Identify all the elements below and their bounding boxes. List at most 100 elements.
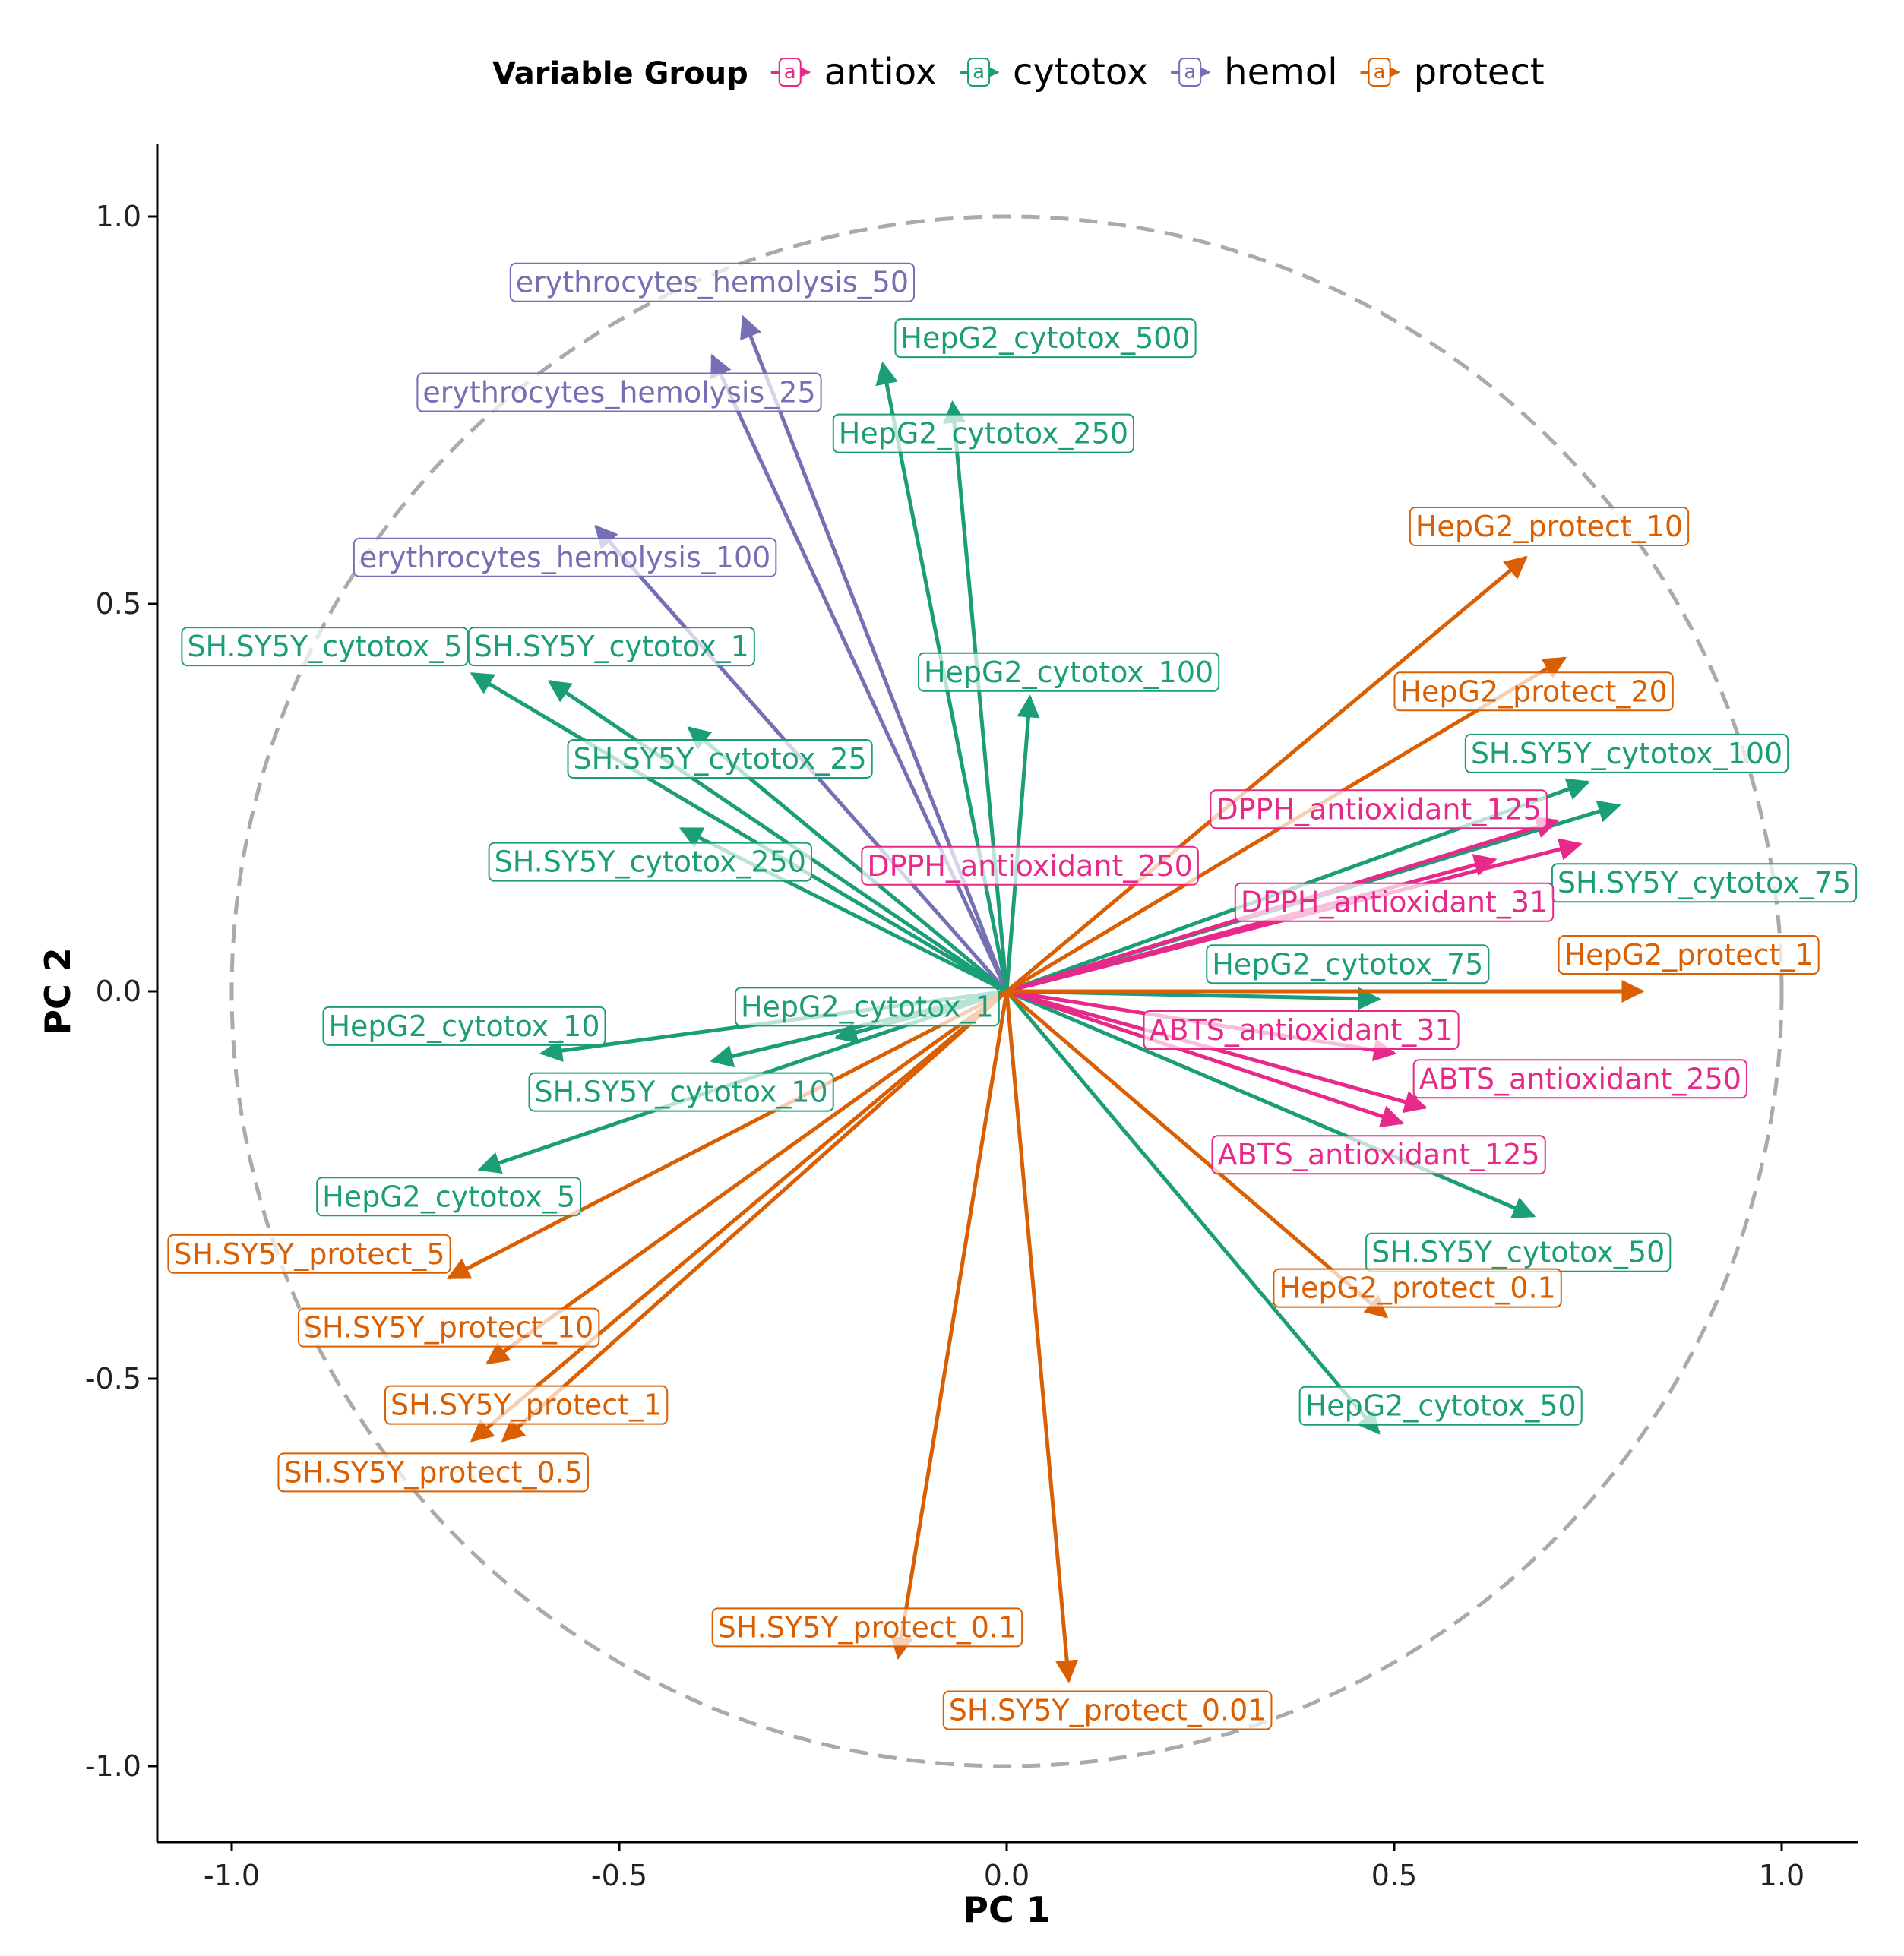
label-box [917, 652, 1220, 692]
label-SH.SY5Y_cytotox_1: SH.SY5Y_cytotox_1 [467, 627, 755, 667]
arrow-HepG2_protect_10 [1005, 555, 1528, 993]
arrow-SH.SY5Y_protect_0.5 [470, 990, 1008, 1443]
x-tick-label: -0.5 [591, 1859, 647, 1892]
label-HepG2_cytotox_250: HepG2_cytotox_250 [832, 413, 1135, 453]
label-box [1143, 1010, 1460, 1050]
label-text: SH.SY5Y_protect_0.5 [283, 1455, 583, 1489]
label-text: HepG2_cytotox_500 [900, 321, 1190, 355]
arrow-SH.SY5Y_protect_0.1 [890, 991, 1009, 1661]
y-axis-title: PC 2 [37, 947, 78, 1035]
label-text: HepG2_protect_20 [1400, 675, 1667, 708]
label-text: SH.SY5Y_cytotox_25 [574, 742, 867, 776]
label-SH.SY5Y_cytotox_5: SH.SY5Y_cytotox_5 [181, 627, 469, 667]
arrow-SH.SY5Y_cytotox_50 [1006, 989, 1536, 1219]
label-text: ABTS_antioxidant_31 [1150, 1013, 1453, 1047]
legend-label: protect [1414, 51, 1545, 93]
label-HepG2_cytotox_1: HepG2_cytotox_1 [734, 987, 1000, 1027]
arrow-HepG2_cytotox_100 [1004, 694, 1040, 992]
label-SH.SY5Y_cytotox_50: SH.SY5Y_cytotox_50 [1365, 1232, 1672, 1272]
plot-area: erythrocytes_hemolysis_50 erythrocytes_he… [167, 214, 1858, 1768]
label-SH.SY5Y_cytotox_250: SH.SY5Y_cytotox_250 [488, 842, 812, 882]
label-HepG2_protect_0.1: HepG2_protect_0.1 [1273, 1268, 1562, 1308]
label-text: SH.SY5Y_cytotox_5 [187, 630, 462, 663]
label-text: ABTS_antioxidant_125 [1217, 1138, 1539, 1171]
legend-label: antiox [824, 51, 937, 93]
label-text: SH.SY5Y_protect_0.01 [949, 1694, 1267, 1727]
label-SH.SY5Y_cytotox_10: SH.SY5Y_cytotox_10 [528, 1072, 834, 1112]
label-ABTS_antioxidant_250: ABTS_antioxidant_250 [1412, 1059, 1747, 1099]
label-ABTS_antioxidant_31: ABTS_antioxidant_31 [1143, 1010, 1460, 1050]
label-SH.SY5Y_cytotox_100: SH.SY5Y_cytotox_100 [1464, 733, 1789, 773]
arrow-SH.SY5Y_cytotox_5 [470, 671, 1008, 994]
label-erythrocytes_hemolysis_100: erythrocytes_hemolysis_100 [353, 537, 777, 577]
arrow-SH.SY5Y_protect_10 [485, 989, 1008, 1365]
legend-key-box [1368, 58, 1391, 87]
label-box [1234, 882, 1555, 922]
label-DPPH_antioxidant_31: DPPH_antioxidant_31 [1234, 882, 1555, 922]
legend-key-box [1178, 58, 1202, 87]
label-box [322, 1006, 606, 1046]
label-erythrocytes_hemolysis_50: erythrocytes_hemolysis_50 [509, 262, 916, 302]
label-box [1298, 1386, 1583, 1426]
label-SH.SY5Y_protect_10: SH.SY5Y_protect_10 [297, 1307, 600, 1348]
label-DPPH_antioxidant_250: DPPH_antioxidant_250 [861, 845, 1199, 886]
label-text: HepG2_cytotox_100 [924, 656, 1213, 689]
label-box [861, 845, 1199, 886]
label-box [1412, 1059, 1747, 1099]
arrow-SH.SY5Y_protect_1 [501, 990, 1008, 1443]
label-text: SH.SY5Y_cytotox_50 [1371, 1236, 1665, 1269]
legend-item-antiox: a antiox [770, 51, 937, 93]
label-SH.SY5Y_protect_5: SH.SY5Y_protect_5 [167, 1234, 451, 1274]
label-HepG2_protect_20: HepG2_protect_20 [1393, 671, 1674, 712]
legend-item-protect: a protect [1360, 51, 1545, 93]
label-HepG2_cytotox_5: HepG2_cytotox_5 [316, 1177, 582, 1217]
label-box [894, 318, 1197, 359]
label-text: erythrocytes_hemolysis_100 [359, 541, 770, 574]
legend: Variable Group a antiox a cytotox a hemol a pro… [492, 51, 1545, 93]
label-box [488, 842, 812, 882]
label-box [1551, 863, 1858, 903]
unit-circle [229, 214, 1784, 1768]
label-box [1409, 507, 1690, 546]
label-text: HepG2_cytotox_250 [839, 417, 1128, 450]
label-SH.SY5Y_protect_0.01: SH.SY5Y_protect_0.01 [942, 1690, 1273, 1730]
x-tick-label: 1.0 [1759, 1859, 1804, 1892]
label-box [1211, 1135, 1546, 1175]
label-text: SH.SY5Y_protect_5 [173, 1237, 444, 1271]
label-box [316, 1177, 582, 1217]
label-box [1273, 1268, 1562, 1308]
label-DPPH_antioxidant_125: DPPH_antioxidant_125 [1210, 789, 1548, 829]
label-text: SH.SY5Y_protect_1 [391, 1389, 662, 1422]
label-text: DPPH_antioxidant_250 [867, 849, 1193, 883]
label-box [167, 1234, 451, 1274]
legend-key-box [778, 58, 802, 87]
label-ABTS_antioxidant_125: ABTS_antioxidant_125 [1211, 1135, 1546, 1175]
y-tick-label: 1.0 [96, 200, 141, 233]
arrow-ABTS_antioxidant_125 [1006, 989, 1405, 1128]
label-text: HepG2_protect_0.1 [1279, 1272, 1555, 1305]
label-box [467, 627, 755, 667]
label-text: SH.SY5Y_cytotox_75 [1558, 866, 1851, 899]
label-box [353, 537, 777, 577]
x-tick-label: -1.0 [204, 1859, 260, 1892]
label-box [1558, 935, 1820, 975]
label-text: SH.SY5Y_cytotox_10 [535, 1076, 828, 1109]
label-SH.SY5Y_protect_0.1: SH.SY5Y_protect_0.1 [711, 1607, 1023, 1648]
label-erythrocytes_hemolysis_25: erythrocytes_hemolysis_25 [416, 372, 822, 412]
label-box [1206, 944, 1490, 984]
label-text: HepG2_protect_1 [1564, 938, 1814, 972]
label-SH.SY5Y_protect_0.5: SH.SY5Y_protect_0.5 [277, 1452, 589, 1493]
label-SH.SY5Y_cytotox_25: SH.SY5Y_cytotox_25 [567, 739, 873, 779]
label-box [416, 372, 822, 412]
label-text: SH.SY5Y_cytotox_100 [1471, 737, 1782, 770]
legend-key-glyph: a [973, 61, 985, 84]
label-box [734, 987, 1000, 1027]
y-axis-ticks: -1.0 -0.5 0.0 0.5 1.0 [85, 200, 157, 1783]
legend-item-cytotox: a cytotox [960, 51, 1148, 93]
label-HepG2_cytotox_50: HepG2_cytotox_50 [1298, 1386, 1583, 1426]
label-text: SH.SY5Y_cytotox_1 [474, 630, 749, 663]
y-tick-label: 0.5 [96, 587, 141, 621]
label-box [181, 627, 469, 667]
label-HepG2_cytotox_10: HepG2_cytotox_10 [322, 1006, 606, 1046]
